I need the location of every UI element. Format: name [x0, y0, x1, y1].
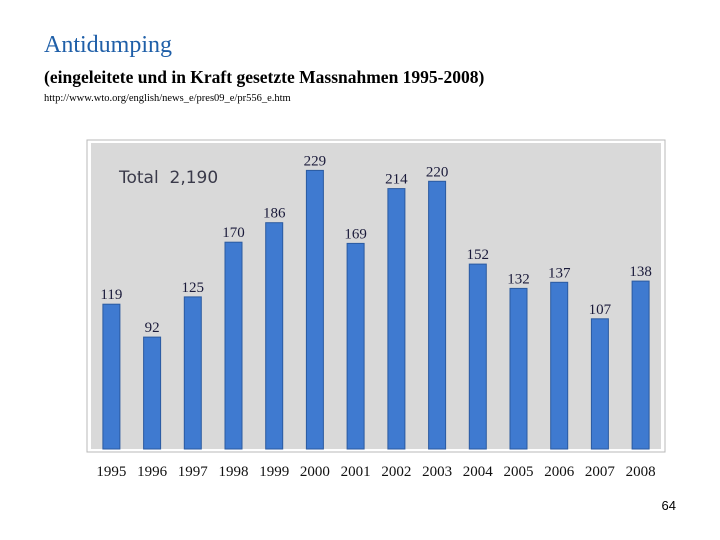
x-tick-labels-group: 1995 1996 1997 1998 1999 2000 2001 2002 2003 2004…: [96, 464, 655, 480]
x-tick-label-2003: 2003: [422, 464, 452, 480]
slide-subtitle: (eingeleitete und in Kraft gesetzte Mass…: [44, 67, 485, 87]
x-tick-label-1999: 1999: [259, 464, 289, 480]
value-label-2006: 137: [548, 265, 571, 281]
value-label-2008: 138: [629, 264, 652, 280]
bar-2003: [428, 180, 447, 450]
x-tick-label-2000: 2000: [300, 464, 330, 480]
value-label-2007: 107: [589, 302, 612, 318]
bars-group: [102, 169, 650, 450]
bar-1998: [224, 241, 243, 450]
value-label-1995: 119: [100, 287, 122, 303]
value-label-1997: 125: [182, 280, 205, 296]
bar-2005: [509, 287, 528, 450]
value-label-1999: 186: [263, 206, 286, 222]
value-label-2004: 152: [467, 247, 490, 263]
bar-1996: [143, 336, 162, 450]
x-tick-label-2002: 2002: [381, 464, 411, 480]
value-label-2001: 169: [344, 226, 367, 242]
slide-title: Antidumping: [44, 32, 173, 58]
x-tick-label-2006: 2006: [544, 464, 575, 480]
x-tick-label-2005: 2005: [504, 464, 534, 480]
x-tick-label-1995: 1995: [96, 464, 126, 480]
bar-2002: [387, 188, 406, 450]
bar-2000: [305, 169, 324, 450]
value-label-2003: 220: [426, 164, 449, 180]
page-number: 64: [661, 498, 676, 513]
x-tick-label-2008: 2008: [626, 464, 656, 480]
x-tick-label-1998: 1998: [219, 464, 249, 480]
x-tick-label-2001: 2001: [341, 464, 371, 480]
bar-2004: [468, 263, 487, 450]
value-label-1998: 170: [222, 225, 245, 241]
x-tick-label-2004: 2004: [463, 464, 494, 480]
x-tick-label-1997: 1997: [178, 464, 209, 480]
bar-2001: [346, 242, 365, 450]
bar-1997: [183, 296, 202, 450]
bar-2006: [550, 281, 569, 450]
value-label-2000: 229: [304, 153, 327, 169]
bar-1999: [265, 222, 284, 450]
value-label-2002: 214: [385, 172, 408, 188]
value-labels-group: 119 92 125 170 186 229 169 214 220 152 132 137 107 13…: [100, 153, 651, 336]
value-label-1996: 92: [145, 320, 160, 336]
source-url: http://www.wto.org/english/news_e/pres09…: [44, 93, 291, 104]
plot-area: [91, 143, 661, 449]
bar-1995: [102, 303, 121, 450]
x-tick-label-2007: 2007: [585, 464, 616, 480]
x-tick-label-1996: 1996: [137, 464, 168, 480]
antidumping-bar-chart: Total 2,190 119 92 125 170 186 229 169 214 220 15…: [86, 139, 666, 480]
value-label-2005: 132: [507, 271, 530, 287]
chart-total-annotation: Total 2,190: [118, 168, 218, 188]
bar-2007: [590, 318, 609, 450]
bar-2008: [631, 280, 650, 450]
